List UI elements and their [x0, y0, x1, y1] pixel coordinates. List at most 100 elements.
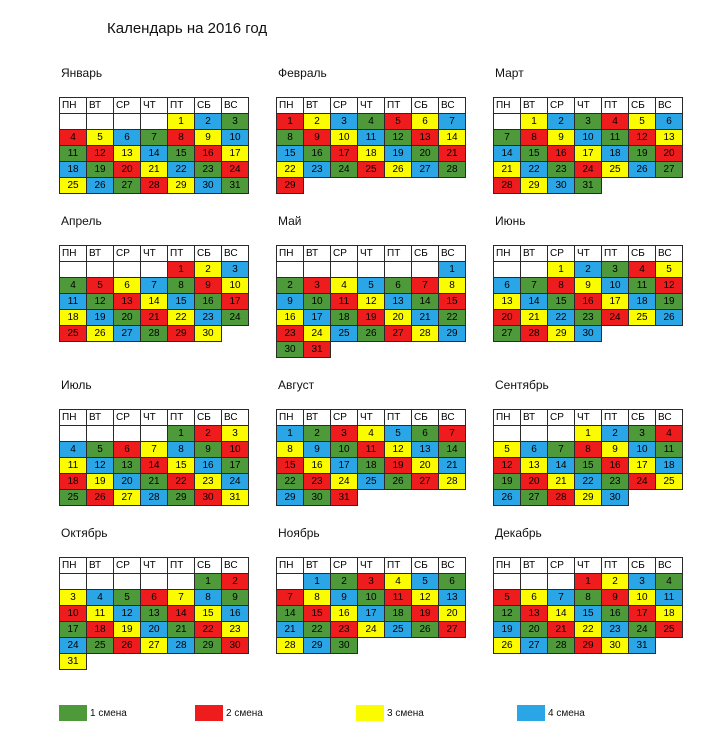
day-cell: 7: [547, 589, 575, 606]
day-cell: 22: [276, 161, 304, 178]
week-row: 20 21 22 23 24 25 26: [493, 309, 683, 326]
day-cell: 15: [303, 605, 331, 622]
day-cell: 28: [493, 177, 521, 194]
week-row: 21 22 23 24 25 26 27: [493, 161, 683, 178]
weekday-header: ПН: [493, 97, 521, 114]
day-cell: 29: [574, 637, 602, 654]
weekday-header: ЧТ: [357, 245, 385, 262]
day-cell: 2: [194, 261, 222, 278]
day-cell: 25: [330, 325, 358, 342]
day-cell: 18: [655, 457, 683, 474]
empty-cell: [59, 425, 87, 442]
legend-swatch: [356, 705, 384, 721]
empty-cell: [59, 113, 87, 130]
weekday-header: ЧТ: [140, 557, 168, 574]
day-cell: 25: [601, 161, 629, 178]
day-cell: 21: [140, 473, 168, 490]
week-row: 18 19 20 21 22 23 24: [59, 309, 249, 326]
page-title: Календарь на 2016 год: [107, 20, 268, 37]
day-cell: 12: [384, 129, 412, 146]
weekday-header: ПН: [493, 245, 521, 262]
week-row: 6 7 8 9 10 11 12: [493, 277, 683, 294]
day-cell: 1: [167, 425, 195, 442]
day-cell: 27: [113, 325, 141, 342]
day-cell: 22: [574, 473, 602, 490]
week-row: 12 13 14 15 16 17 18: [493, 605, 683, 622]
weekday-header: СБ: [628, 97, 656, 114]
week-row: 14 15 16 17 18 19 20: [493, 145, 683, 162]
day-cell: 4: [59, 129, 87, 146]
empty-cell: [140, 113, 168, 130]
day-cell: 31: [303, 341, 331, 358]
grid-gap: [412, 638, 439, 654]
day-cell: 14: [276, 605, 304, 622]
day-cell: 1: [574, 425, 602, 442]
empty-cell: [520, 573, 548, 590]
day-cell: 24: [628, 473, 656, 490]
week-row: 24 25 26 27 28 29 30: [59, 637, 249, 654]
day-cell: 14: [167, 605, 195, 622]
weekday-header-row: ПН ВТ СР ЧТ ПТ СБ ВС: [276, 97, 466, 114]
grid-gap: [629, 490, 656, 506]
day-cell: 14: [140, 457, 168, 474]
day-cell: 14: [520, 293, 548, 310]
day-cell: 28: [167, 637, 195, 654]
grid-gap: [656, 326, 683, 342]
grid-gap: [141, 654, 168, 670]
day-cell: 16: [194, 145, 222, 162]
day-cell: 23: [276, 325, 304, 342]
empty-cell: [113, 573, 141, 590]
day-cell: 10: [221, 441, 249, 458]
day-cell: 19: [493, 473, 521, 490]
week-row: 21 22 23 24 25 26 27: [276, 621, 466, 638]
legend-swatch: [517, 705, 545, 721]
day-cell: 8: [194, 589, 222, 606]
day-cell: 22: [547, 309, 575, 326]
month-table: ПН ВТ СР ЧТ ПТ СБ ВС 1 2 3 4 5 6 7 8 9 10 11 12 13 14 15 16 17 1…: [59, 245, 249, 342]
week-row: 18 19 20 21 22 23 24: [59, 161, 249, 178]
day-cell: 26: [86, 325, 114, 342]
day-cell: 12: [86, 145, 114, 162]
day-cell: 20: [140, 621, 168, 638]
day-cell: 18: [384, 605, 412, 622]
day-cell: 18: [357, 145, 385, 162]
day-cell: 20: [113, 309, 141, 326]
weekday-header: ВС: [655, 97, 683, 114]
day-cell: 18: [601, 145, 629, 162]
day-cell: 21: [438, 145, 466, 162]
weekday-header: ПТ: [167, 557, 195, 574]
legend-label: 2 смена: [226, 708, 263, 719]
day-cell: 15: [276, 145, 304, 162]
day-cell: 16: [221, 605, 249, 622]
day-cell: 6: [520, 589, 548, 606]
day-cell: 1: [276, 113, 304, 130]
day-cell: 2: [221, 573, 249, 590]
day-cell: 21: [547, 473, 575, 490]
day-cell: 21: [438, 457, 466, 474]
weekday-header: СБ: [411, 409, 439, 426]
day-cell: 29: [167, 325, 195, 342]
day-cell: 24: [221, 309, 249, 326]
week-row: 12 13 14 15 16 17 18: [493, 457, 683, 474]
day-cell: 25: [357, 473, 385, 490]
day-cell: 7: [140, 441, 168, 458]
day-cell: 18: [330, 309, 358, 326]
weekday-header: ЧТ: [357, 97, 385, 114]
empty-cell: [411, 261, 439, 278]
weekday-header: СБ: [628, 557, 656, 574]
day-cell: 9: [547, 129, 575, 146]
day-cell: 22: [167, 161, 195, 178]
empty-cell: [493, 261, 521, 278]
weekday-header: ВС: [221, 557, 249, 574]
day-cell: 28: [547, 489, 575, 506]
week-row: 7 8 9 10 11 12 13: [276, 589, 466, 606]
weekday-header: СР: [330, 557, 358, 574]
day-cell: 23: [601, 621, 629, 638]
weekday-header-row: ПН ВТ СР ЧТ ПТ СБ ВС: [493, 557, 683, 574]
day-cell: 17: [574, 145, 602, 162]
weekday-header: ЧТ: [140, 245, 168, 262]
day-cell: 16: [574, 293, 602, 310]
day-cell: 25: [59, 177, 87, 194]
weekday-header: ПН: [59, 557, 87, 574]
